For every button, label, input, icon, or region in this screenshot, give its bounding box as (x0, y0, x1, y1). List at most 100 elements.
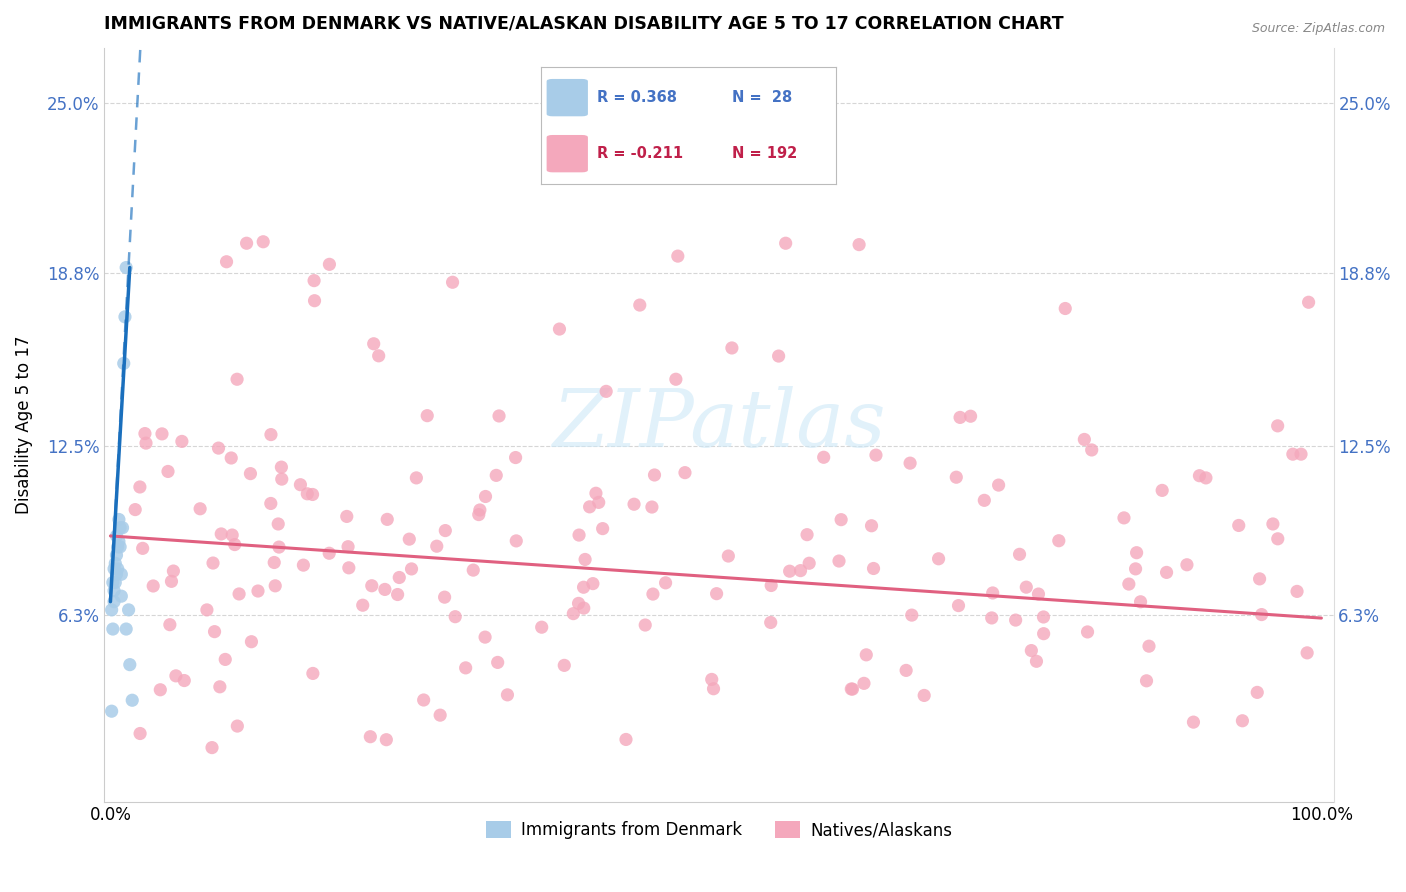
Point (852, 676, 875, 690)
Point (304, 293, 326, 308)
Point (239, 467, 262, 481)
Point (588, 495, 610, 509)
Point (195, 603, 218, 617)
Point (468, 503, 491, 517)
Point (1298, 295, 1320, 310)
Point (118, 657, 141, 672)
Point (1250, 607, 1272, 622)
Point (496, 688, 519, 702)
Point (505, 450, 527, 465)
Point (1021, 643, 1043, 657)
Point (1267, 418, 1289, 433)
Point (374, 582, 396, 597)
Point (226, 372, 249, 386)
Point (264, 579, 287, 593)
Point (454, 661, 477, 675)
Text: IMMIGRANTS FROM DENMARK VS NATIVE/ALASKAN DISABILITY AGE 5 TO 17 CORRELATION CHA: IMMIGRANTS FROM DENMARK VS NATIVE/ALASKA… (104, 15, 1064, 33)
Point (207, 441, 229, 455)
Point (1129, 595, 1152, 609)
Point (401, 562, 423, 576)
Point (302, 274, 325, 288)
Point (375, 512, 398, 526)
Point (159, 617, 181, 632)
Point (673, 466, 696, 480)
Point (426, 539, 449, 553)
Point (235, 236, 257, 251)
Point (1135, 673, 1157, 688)
Point (208, 680, 231, 694)
Point (595, 384, 617, 399)
Point (702, 681, 724, 696)
Point (429, 708, 451, 723)
Point (898, 456, 921, 470)
Point (101, 622, 124, 636)
Point (202, 556, 225, 570)
Point (221, 528, 243, 542)
Point (768, 349, 790, 363)
Point (128, 480, 150, 494)
Point (1282, 447, 1305, 461)
Point (1289, 447, 1312, 461)
Point (246, 584, 269, 599)
Point (111, 521, 134, 535)
Point (112, 356, 135, 370)
Point (337, 561, 360, 575)
Point (981, 586, 1004, 600)
Point (318, 257, 340, 271)
Point (634, 618, 657, 632)
Point (574, 552, 596, 566)
Point (485, 468, 508, 483)
Point (103, 594, 125, 608)
Point (912, 689, 935, 703)
Point (862, 561, 884, 575)
Point (108, 540, 131, 554)
Point (204, 624, 226, 639)
Point (121, 693, 143, 707)
Point (267, 540, 290, 554)
Point (214, 652, 236, 666)
Point (721, 341, 744, 355)
Point (860, 518, 883, 533)
Point (1032, 626, 1054, 640)
Point (142, 579, 165, 593)
Point (405, 471, 427, 485)
Point (928, 551, 950, 566)
Point (1076, 624, 1098, 639)
Point (301, 487, 323, 501)
Point (336, 509, 359, 524)
Point (375, 732, 398, 747)
Point (367, 349, 389, 363)
Point (1261, 516, 1284, 531)
Point (226, 719, 249, 733)
Point (100, 603, 122, 617)
Point (1152, 483, 1174, 498)
Point (1195, 471, 1218, 485)
Point (1156, 566, 1178, 580)
Point (568, 528, 591, 542)
Point (789, 564, 811, 578)
Point (1125, 546, 1147, 560)
Point (530, 620, 553, 634)
Point (949, 410, 972, 425)
Point (582, 576, 605, 591)
Point (201, 740, 224, 755)
Point (474, 630, 496, 644)
Point (614, 732, 637, 747)
Point (848, 237, 870, 252)
Point (855, 648, 877, 662)
Point (124, 502, 146, 516)
Point (108, 512, 131, 526)
Point (108, 534, 131, 549)
Point (775, 236, 797, 251)
Point (717, 549, 740, 563)
Y-axis label: Disability Age 5 to 17: Disability Age 5 to 17 (15, 335, 32, 515)
Point (1073, 433, 1095, 447)
Point (553, 658, 575, 673)
Point (101, 575, 124, 590)
Point (644, 467, 666, 482)
Point (297, 487, 319, 501)
Point (388, 570, 411, 584)
Point (100, 704, 122, 718)
Point (209, 527, 232, 541)
Point (360, 579, 382, 593)
